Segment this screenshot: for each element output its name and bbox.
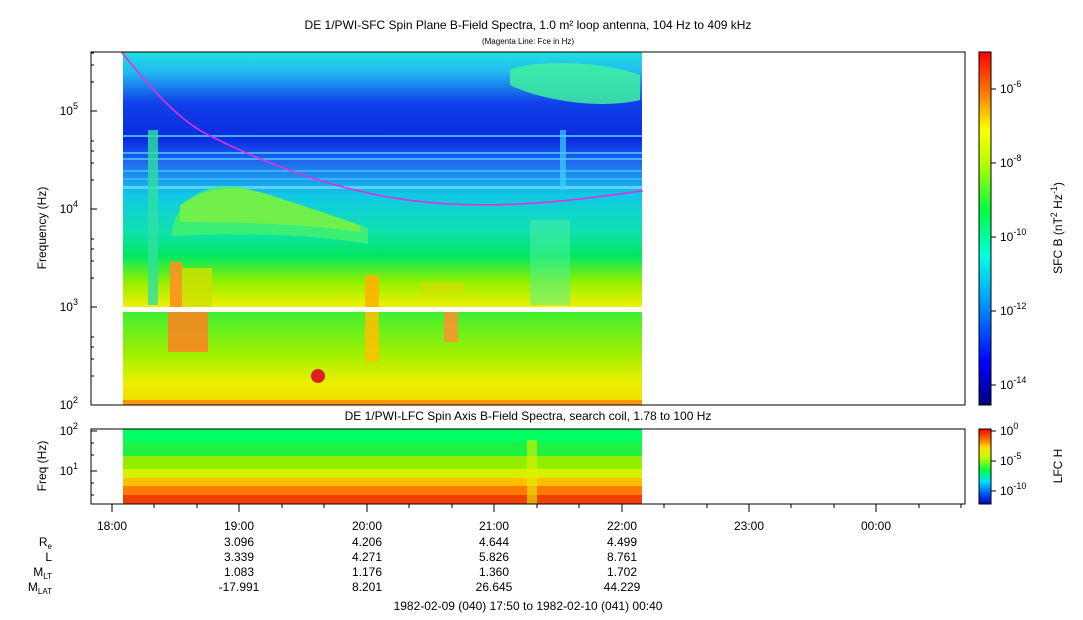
- sfc-interference-lines: [123, 135, 642, 189]
- time-tick-label: 22:00: [607, 519, 637, 533]
- ephemeris-value: 26.645: [476, 580, 513, 594]
- ephemeris-label: Re: [39, 535, 53, 551]
- sfc-title: DE 1/PWI-SFC Spin Plane B-Field Spectra,…: [305, 18, 752, 32]
- lfc-ylabel: Freq (Hz): [35, 441, 49, 492]
- sfc-colorbar-label: SFC B (nT2 Hz-1): [1049, 182, 1065, 274]
- ephemeris-value: 1.083: [224, 565, 254, 579]
- sfc-ylabel: Frequency (Hz): [35, 187, 49, 270]
- ephemeris-label: MLT: [33, 565, 52, 581]
- lfc-colorbar: 100 10-5 10-10 LFC H: [978, 421, 1065, 505]
- time-tick-label: 20:00: [352, 519, 382, 533]
- ephemeris-value: 3.339: [224, 550, 254, 564]
- sfc-cbar-tick: 10-10: [1000, 227, 1026, 244]
- sfc-colorbar: 10-6 10-8 10-10 10-12 10-14 SFC B (nT2 H…: [978, 51, 1065, 406]
- sfc-cbar-tick: 10-12: [1000, 301, 1026, 318]
- sfc-y-axis: 102 103 104 105 Frequency (Hz): [35, 52, 97, 412]
- sfc-spectrogram: [120, 52, 643, 405]
- ephemeris-table: Re L MLT MLAT 3.096 4.206 4.644 4.499 3.…: [28, 535, 641, 596]
- lfc-title: DE 1/PWI-LFC Spin Axis B-Field Spectra, …: [345, 409, 712, 423]
- ephemeris-value: 4.271: [352, 550, 382, 564]
- ephemeris-label: L: [45, 550, 52, 564]
- ephemeris-value: 1.176: [352, 565, 382, 579]
- ephemeris-value: -17.991: [219, 580, 260, 594]
- sfc-cbar-tick: 10-6: [1000, 79, 1021, 96]
- time-tick-label: 00:00: [861, 519, 891, 533]
- ephemeris-value: 4.644: [479, 535, 509, 549]
- ephemeris-value: 8.761: [607, 550, 637, 564]
- time-tick-label: 19:00: [224, 519, 254, 533]
- lfc-cbar-tick: 100: [1000, 421, 1018, 438]
- time-tick-label: 21:00: [479, 519, 509, 533]
- time-range-label: 1982-02-09 (040) 17:50 to 1982-02-10 (04…: [394, 599, 663, 613]
- time-axis-ticks: [111, 504, 962, 512]
- ephemeris-value: 1.360: [479, 565, 509, 579]
- sfc-cbar-tick: 10-8: [1000, 153, 1021, 170]
- sfc-ytick-label: 105: [60, 101, 78, 118]
- ephemeris-value: 4.499: [607, 535, 637, 549]
- sfc-ytick-label: 104: [60, 199, 78, 216]
- time-axis: 18:00 19:00 20:00 21:00 22:00 23:00 00:0…: [97, 504, 962, 533]
- ephemeris-value: 8.201: [352, 580, 382, 594]
- fce-magenta-line: [120, 52, 643, 206]
- ephemeris-value: 5.826: [479, 550, 509, 564]
- time-tick-label: 23:00: [734, 519, 764, 533]
- lfc-y-axis: 102 101 Freq (Hz): [35, 421, 97, 496]
- time-tick-label: 18:00: [97, 519, 127, 533]
- lfc-frame: [90, 428, 966, 505]
- ephemeris-value: 4.206: [352, 535, 382, 549]
- sfc-ytick-label: 102: [60, 395, 78, 412]
- sfc-frame: [90, 51, 966, 406]
- sfc-ytick-label: 103: [60, 297, 78, 314]
- sfc-emissions: [123, 63, 642, 405]
- sfc-subtitle: (Magenta Line: Fce in Hz): [482, 37, 574, 46]
- lfc-spectrogram: [123, 429, 642, 504]
- sfc-low-band: [123, 312, 642, 405]
- lfc-ytick-label: 101: [60, 461, 78, 478]
- lfc-cbar-tick: 10-10: [1000, 481, 1026, 498]
- ephemeris-value: 44.229: [604, 580, 641, 594]
- lfc-colorbar-label: LFC H: [1051, 449, 1065, 484]
- ephemeris-label: MLAT: [28, 580, 52, 596]
- ephemeris-value: 3.096: [224, 535, 254, 549]
- lfc-ytick-label: 102: [60, 421, 78, 438]
- sfc-cbar-tick: 10-14: [1000, 375, 1026, 392]
- lfc-cbar-tick: 10-5: [1000, 451, 1021, 468]
- ephemeris-value: 1.702: [607, 565, 637, 579]
